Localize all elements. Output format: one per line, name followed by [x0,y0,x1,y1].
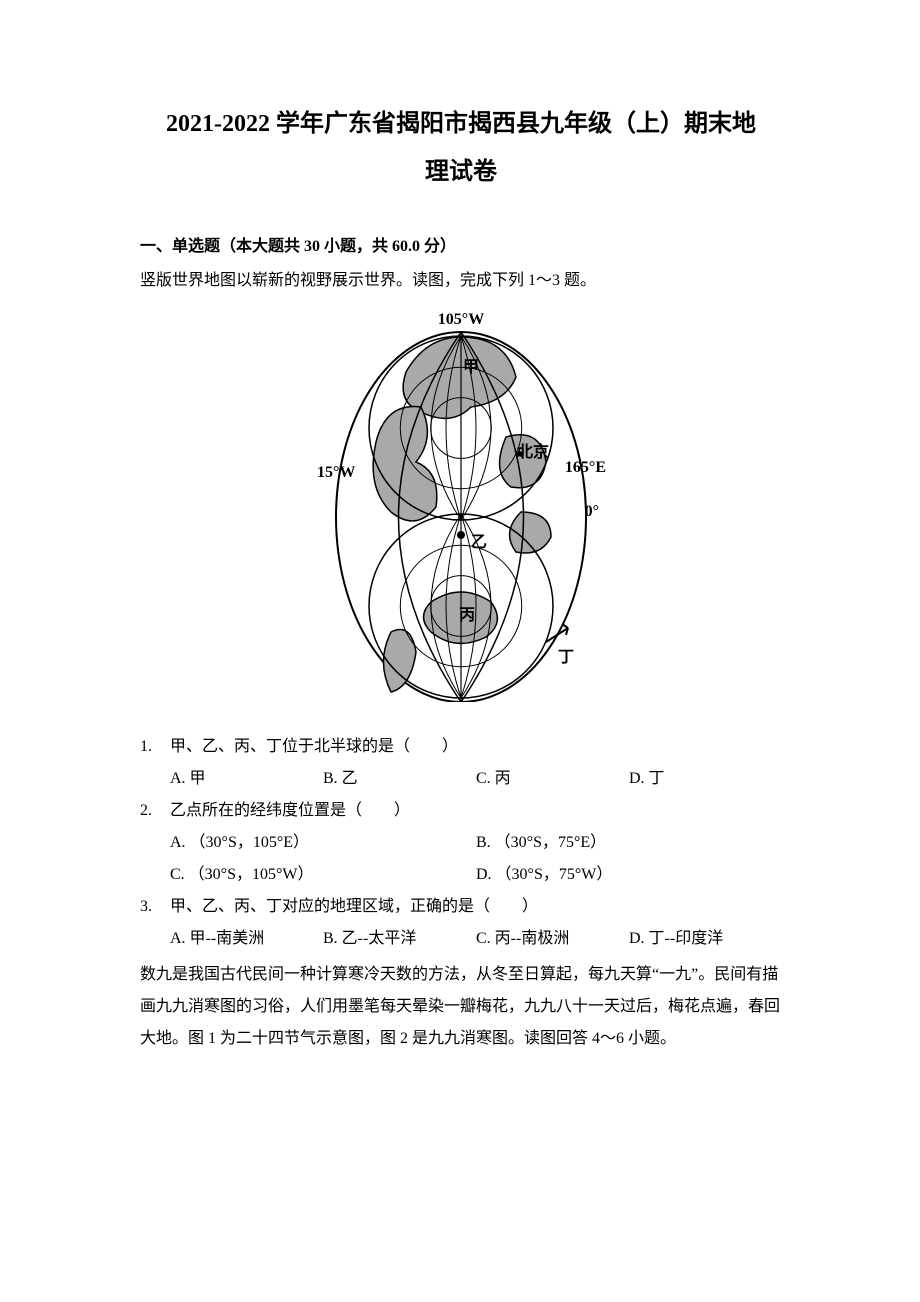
svg-text:乙: 乙 [471,534,487,551]
option-b: B. （30°S，75°E） [476,827,782,859]
question-1-options: A. 甲 B. 乙 C. 丙 D. 丁 [170,763,782,795]
svg-text:105°W: 105°W [438,311,484,328]
exam-title: 2021-2022 学年广东省揭阳市揭西县九年级（上）期末地 理试卷 [140,100,782,196]
question-3: 3. 甲、乙、丙、丁对应的地理区域，正确的是（ ） [140,891,782,923]
title-line-2: 理试卷 [425,159,497,185]
svg-text:165°E: 165°E [565,459,606,476]
question-1: 1. 甲、乙、丙、丁位于北半球的是（ ） [140,731,782,763]
option-b: B. 乙 [323,763,476,795]
option-a: A. （30°S，105°E） [170,827,476,859]
option-b: B. 乙--太平洋 [323,923,476,955]
world-map-figure: 105°W15°W165°E0°105°W甲乙丙丁北京★ [140,302,782,707]
question-3-options: A. 甲--南美洲 B. 乙--太平洋 C. 丙--南极洲 D. 丁--印度洋 [170,923,782,955]
intro-passage-2: 数九是我国古代民间一种计算寒冷天数的方法，从冬至日算起，每九天算“一九”。民间有… [140,959,782,1055]
intro-passage-1: 竖版世界地图以崭新的视野展示世界。读图，完成下列 1～3 题。 [140,266,782,296]
svg-text:丙: 丙 [459,606,475,624]
option-c: C. 丙--南极洲 [476,923,629,955]
question-number: 2. [140,795,170,827]
svg-text:0°: 0° [585,503,599,520]
section-header: 一、单选题（本大题共 30 小题，共 60.0 分） [140,232,782,256]
option-d: D. 丁 [629,763,782,795]
question-number: 1. [140,731,170,763]
option-d: D. （30°S，75°W） [476,859,782,891]
question-text: 乙点所在的经纬度位置是（ ） [170,795,782,827]
question-text: 甲、乙、丙、丁位于北半球的是（ ） [170,731,782,763]
svg-text:丁: 丁 [558,649,574,666]
option-a: A. 甲 [170,763,323,795]
world-map-svg: 105°W15°W165°E0°105°W甲乙丙丁北京★ [281,302,641,702]
question-2: 2. 乙点所在的经纬度位置是（ ） [140,795,782,827]
svg-text:★: ★ [513,447,526,462]
svg-text:15°W: 15°W [317,464,355,481]
question-text: 甲、乙、丙、丁对应的地理区域，正确的是（ ） [170,891,782,923]
title-line-1: 2021-2022 学年广东省揭阳市揭西县九年级（上）期末地 [166,111,756,137]
option-a: A. 甲--南美洲 [170,923,323,955]
option-d: D. 丁--印度洋 [629,923,782,955]
question-number: 3. [140,891,170,923]
question-2-options: A. （30°S，105°E） B. （30°S，75°E） C. （30°S，… [170,827,782,891]
option-c: C. 丙 [476,763,629,795]
svg-text:甲: 甲 [463,358,479,376]
option-c: C. （30°S，105°W） [170,859,476,891]
